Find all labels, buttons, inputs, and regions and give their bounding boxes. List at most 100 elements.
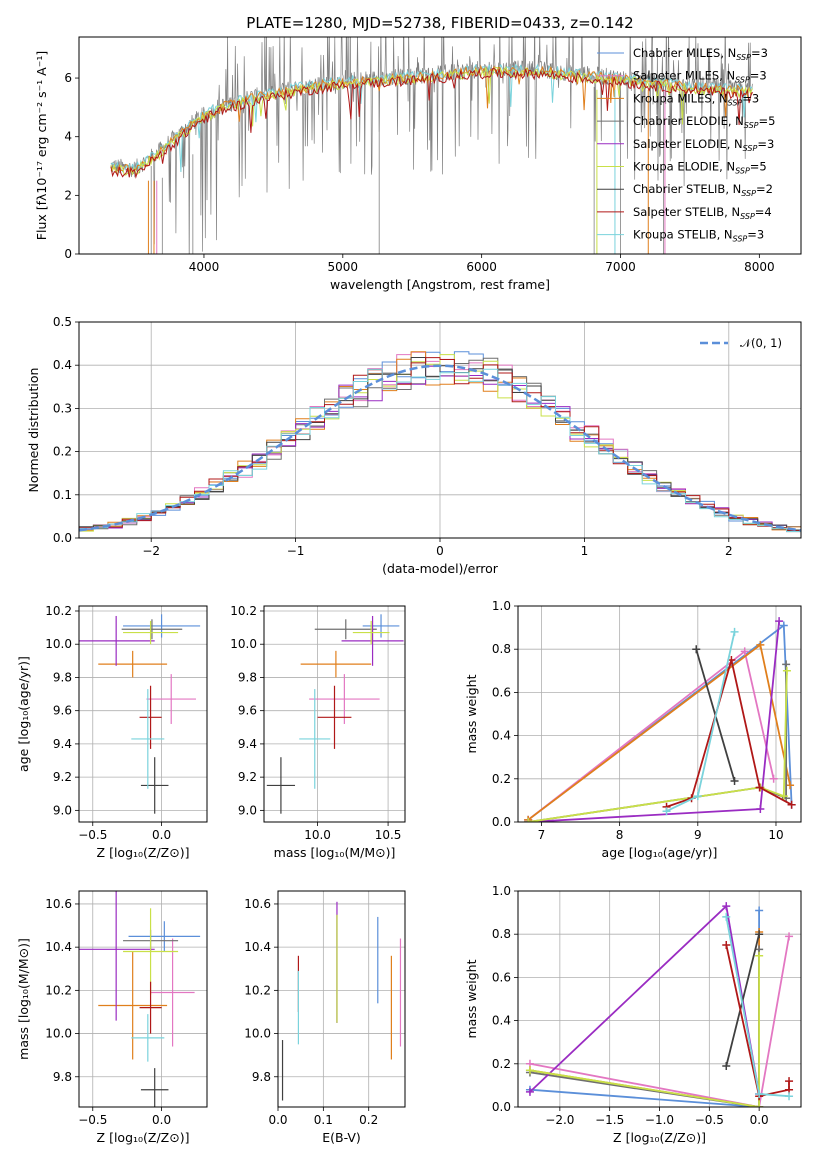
y-tick-label: 10.0	[230, 637, 257, 651]
y-tick-label: 0.4	[492, 729, 511, 743]
y-tick-label: 10.2	[244, 983, 271, 997]
y-tick-label: 9.8	[252, 1070, 271, 1084]
y-tick-label: 0.6	[492, 685, 511, 699]
x-tick-label: 9	[694, 828, 702, 842]
plus-marker	[722, 1061, 731, 1070]
ticks: 10.0 10.5 9.0 9.2 9.4 9.6 9.8 10.0 10.2	[230, 604, 401, 842]
mass-vs-metallicity-panel: −0.5 0.0 9.8 10.0 10.2 10.4 10.6 Z [log₁₀(Z/Z⊙)…	[16, 890, 208, 1145]
legend-entry: Chabrier MILES, NSSP=3	[633, 46, 768, 62]
legend-entry: Salpeter MILES, NSSP=3	[633, 69, 767, 85]
weight-series-line	[722, 941, 794, 1101]
y-tick-label: 0.6	[492, 970, 511, 984]
legend-subscript: SSP	[743, 144, 758, 153]
y-axis-label: Flux [fλ10⁻¹⁷ erg cm⁻² s⁻¹ A⁻¹]	[34, 51, 49, 240]
age-vs-mass-panel: 10.0 10.5 9.0 9.2 9.4 9.6 9.8 10.0 10.2 mass [log…	[230, 604, 406, 860]
y-tick-label: 10.6	[244, 897, 271, 911]
x-tick-label: 7000	[605, 260, 636, 274]
x-tick-label: 10	[768, 828, 783, 842]
legend-value: =3	[750, 69, 767, 83]
y-tick-label: 0.4	[492, 1014, 511, 1028]
legend-value: =3	[742, 91, 759, 105]
legend-label: Salpeter ELODIE, N	[633, 137, 743, 151]
plus-marker	[782, 666, 791, 675]
y-tick-label: 0.8	[492, 927, 511, 941]
plus-marker	[662, 807, 671, 816]
weight-vs-age-panel: 7 8 9 10 0.0 0.2 0.4 0.6 0.8 1.0 age [log₁₀(age/yr…	[464, 599, 802, 860]
spectrum-legend: Chabrier MILES, NSSP=3 Salpeter MILES, NS…	[597, 46, 775, 244]
x-tick-label: 10.0	[304, 828, 331, 842]
y-tick-label: 0.3	[53, 401, 72, 415]
y-tick-label: 0.0	[492, 1100, 511, 1114]
y-axis-label: Normed distribution	[26, 368, 41, 493]
legend-value: =5	[750, 160, 767, 174]
weight-series-line	[524, 640, 795, 822]
plus-marker	[692, 645, 701, 654]
spectrum-panel: 4000 5000 6000 7000 8000 0 2 4 6 wavelength [Angs…	[34, 36, 802, 292]
x-tick-label: 0.0	[750, 1113, 769, 1127]
observed-flux-line	[110, 37, 753, 254]
error-bar-point	[98, 951, 168, 1060]
legend-value: =2	[756, 182, 773, 196]
x-tick-label: 0.0	[268, 1113, 287, 1127]
grid	[277, 891, 405, 1107]
series-path	[725, 933, 760, 1067]
plus-marker	[785, 1077, 794, 1086]
error-bar-point	[266, 757, 296, 814]
series-path	[725, 916, 790, 1098]
series-path	[528, 664, 787, 822]
x-axis-label: Z [log₁₀(Z/Z⊙)]	[613, 1130, 706, 1145]
legend-entry: Salpeter STELIB, NSSP=4	[633, 205, 772, 221]
legend-subscript: SSP	[741, 189, 756, 198]
legend-entry: Chabrier ELODIE, NSSP=5	[633, 114, 775, 130]
y-tick-label: 0.2	[492, 772, 511, 786]
legend-entry: 𝒩(0, 1)	[740, 336, 782, 350]
x-axis-label: mass [log₁₀(M/M⊙)]	[274, 845, 396, 860]
plus-marker	[755, 1090, 764, 1099]
y-tick-label: 10.0	[45, 637, 72, 651]
x-axis-label: E(B-V)	[322, 1130, 361, 1145]
age-vs-metallicity-panel: −0.5 0.0 9.0 9.2 9.4 9.6 9.8 10.0 10.2 Z [log₁₀(Z…	[16, 604, 208, 860]
y-tick-label: 0	[64, 247, 72, 261]
normal-distribution-curve	[79, 364, 801, 532]
plus-marker	[755, 1103, 764, 1107]
plus-marker	[756, 805, 765, 814]
legend-value: =3	[747, 228, 764, 242]
error-bar-point	[131, 1014, 165, 1062]
x-axis-label: Z [log₁₀(Z/Z⊙)]	[97, 1130, 190, 1145]
plus-marker	[756, 640, 765, 649]
weight-vs-metallicity-panel: −2.0 −1.5 −1.0 −0.5 0.0 0.0 0.2 0.4 0.6 0.8 1.0 Z […	[464, 884, 802, 1145]
x-tick-label: 0.0	[152, 1113, 171, 1127]
y-tick-label: 6	[64, 71, 72, 85]
x-tick-label: 5000	[328, 260, 359, 274]
series-path	[529, 955, 760, 1107]
x-tick-label: 10.5	[375, 828, 402, 842]
weight-series-line	[722, 912, 794, 1101]
legend-subscript: SSP	[736, 53, 751, 62]
plus-marker	[775, 617, 784, 626]
plus-marker	[769, 774, 778, 783]
spectrum-title: PLATE=1280, MJD=52738, FIBERID=0433, z=0…	[246, 14, 633, 32]
y-tick-label: 9.4	[53, 737, 72, 751]
y-tick-label: 10.6	[45, 897, 72, 911]
error-bar-point	[140, 1068, 169, 1107]
y-tick-label: 9.6	[53, 704, 72, 718]
y-tick-label: 10.0	[45, 1027, 72, 1041]
error-bars	[79, 614, 201, 814]
plus-marker	[779, 792, 788, 801]
x-tick-label: −2	[142, 544, 160, 558]
weight-series-line	[722, 930, 764, 1070]
x-tick-label: 0.0	[152, 828, 171, 842]
y-tick-label: 0.0	[492, 815, 511, 829]
weight-series-line	[662, 656, 796, 811]
error-bar-point	[123, 908, 179, 995]
error-bar-point	[300, 650, 372, 678]
legend-label: Kroupa STELIB, N	[633, 228, 733, 242]
ticks: −0.5 0.0 9.8 10.0 10.2 10.4 10.6	[45, 897, 171, 1127]
legend-label: Salpeter STELIB, N	[633, 205, 740, 219]
x-tick-label: −0.5	[78, 828, 107, 842]
legend-entry: Chabrier STELIB, NSSP=2	[633, 182, 773, 198]
error-bar-point	[98, 650, 168, 678]
plus-marker	[779, 621, 788, 630]
legend-label: Kroupa MILES, N	[633, 91, 728, 105]
plus-marker	[782, 660, 791, 669]
